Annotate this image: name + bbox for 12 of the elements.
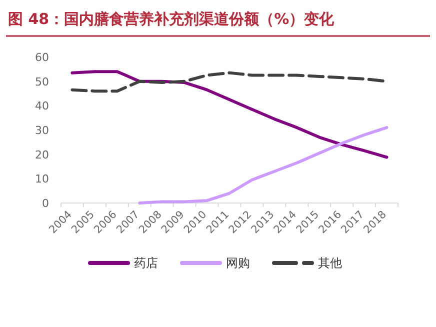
y-tick-label: 10 bbox=[35, 172, 49, 186]
y-tick-label: 40 bbox=[35, 100, 49, 113]
y-tick-label: 20 bbox=[35, 148, 49, 162]
y-tick-label: 60 bbox=[35, 51, 49, 64]
y-tick-label: 0 bbox=[42, 197, 49, 210]
line-series bbox=[138, 126, 388, 204]
chart-title: 图 48：国内膳食营养补充剂渠道份额（%）变化 bbox=[8, 10, 336, 28]
legend-label: 其他 bbox=[318, 256, 342, 270]
legend-label: 药店 bbox=[134, 256, 158, 270]
legend-label: 网购 bbox=[226, 256, 250, 270]
y-tick-label: 30 bbox=[35, 124, 49, 137]
y-tick-label: 50 bbox=[35, 75, 49, 88]
